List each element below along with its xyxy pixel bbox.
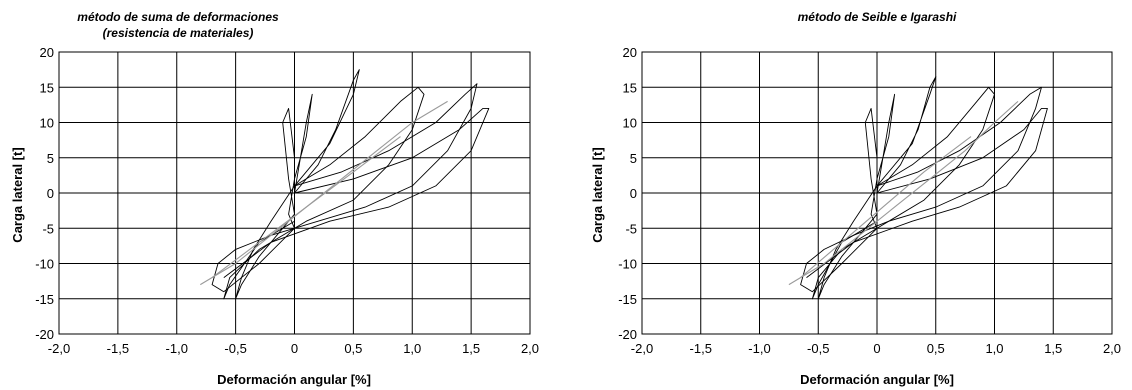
y-tick-label: 15 — [40, 80, 54, 95]
hysteresis-loop-5 — [223, 107, 490, 278]
x-axis-label: Deformación angular [%] — [217, 372, 371, 387]
hysteresis-curves — [788, 76, 1048, 300]
y-tick-label: 5 — [47, 151, 54, 166]
y-tick-label: 10 — [623, 116, 637, 131]
y-tick-label: -20 — [618, 327, 637, 342]
y-tick-label: 0 — [47, 186, 54, 201]
y-tick-label: -15 — [35, 292, 54, 307]
x-tick-label: -2,0 — [48, 341, 70, 356]
x-tick-label: 0,5 — [927, 341, 945, 356]
plot-frame — [58, 51, 531, 335]
x-tick-label: -1,5 — [107, 341, 129, 356]
x-tick-label: -1,5 — [690, 341, 712, 356]
y-tick-label: -5 — [625, 221, 637, 236]
x-tick-label: -0,5 — [807, 341, 829, 356]
hysteresis-loop-7 — [800, 136, 972, 279]
hysteresis-curves — [200, 69, 490, 300]
hysteresis-loop-4 — [800, 86, 1042, 293]
y-tick-label: -10 — [35, 257, 54, 272]
y-tick-label: -5 — [42, 221, 54, 236]
grid — [59, 52, 530, 334]
hysteresis-loop-7 — [211, 136, 401, 279]
hysteresis-loop-6 — [200, 100, 448, 286]
y-axis-label: Carga lateral [t] — [590, 147, 605, 242]
y-tick-label: 20 — [623, 45, 637, 60]
chart-title: método de Seible e Igarashi — [798, 10, 957, 24]
x-tick-label: 0 — [873, 341, 880, 356]
hysteresis-loop-1 — [282, 93, 313, 243]
x-tick-label: 1,0 — [985, 341, 1003, 356]
x-tick-label: -1,0 — [748, 341, 770, 356]
y-tick-label: 20 — [40, 45, 54, 60]
chart-subtitle: (resistencia de materiales) — [103, 26, 254, 40]
x-tick-label: 1,0 — [403, 341, 421, 356]
y-tick-labels: 20 15 10 5 0 -5 -10 -15 -20 — [618, 45, 637, 342]
y-tick-label: 15 — [623, 80, 637, 95]
x-tick-label: -1,0 — [166, 341, 188, 356]
left-chart: método de suma de deformaciones (resiste… — [10, 10, 539, 387]
chart-title: método de suma de deformaciones — [77, 10, 279, 24]
x-tick-label: 2,0 — [1103, 341, 1121, 356]
hysteresis-loop-2 — [817, 76, 937, 300]
y-tick-labels: 20 15 10 5 0 -5 -10 -15 -20 — [35, 45, 54, 342]
y-tick-label: -15 — [618, 292, 637, 307]
y-tick-label: 0 — [630, 186, 637, 201]
hysteresis-loop-6 — [788, 100, 1019, 286]
x-tick-label: -0,5 — [224, 341, 246, 356]
x-tick-label: 2,0 — [521, 341, 539, 356]
hysteresis-loop-3 — [811, 86, 995, 300]
x-tick-label: 0,5 — [344, 341, 362, 356]
y-tick-label: 10 — [40, 116, 54, 131]
right-chart: método de Seible e Igarashi -2,0 -1,5 -1,0… — [590, 10, 1121, 387]
x-tick-label: 1,5 — [1044, 341, 1062, 356]
hysteresis-loop-5 — [806, 107, 1048, 278]
y-tick-label: -20 — [35, 327, 54, 342]
hysteresis-loop-4 — [211, 83, 478, 293]
plot-frame — [641, 51, 1113, 335]
y-tick-label: -10 — [618, 257, 637, 272]
x-tick-labels: -2,0 -1,5 -1,0 -0,5 0 0,5 1,0 1,5 2,0 — [631, 341, 1121, 356]
y-axis-label: Carga lateral [t] — [10, 147, 25, 242]
x-axis-label: Deformación angular [%] — [800, 372, 954, 387]
hysteresis-loop-1 — [864, 93, 896, 243]
x-tick-labels: -2,0 -1,5 -1,0 -0,5 0 0,5 1,0 1,5 2,0 — [48, 341, 539, 356]
hysteresis-loop-3 — [223, 86, 425, 300]
grid — [642, 52, 1112, 334]
y-tick-label: 5 — [630, 151, 637, 166]
x-tick-label: 0 — [291, 341, 298, 356]
x-tick-label: 1,5 — [462, 341, 480, 356]
x-tick-label: -2,0 — [631, 341, 653, 356]
